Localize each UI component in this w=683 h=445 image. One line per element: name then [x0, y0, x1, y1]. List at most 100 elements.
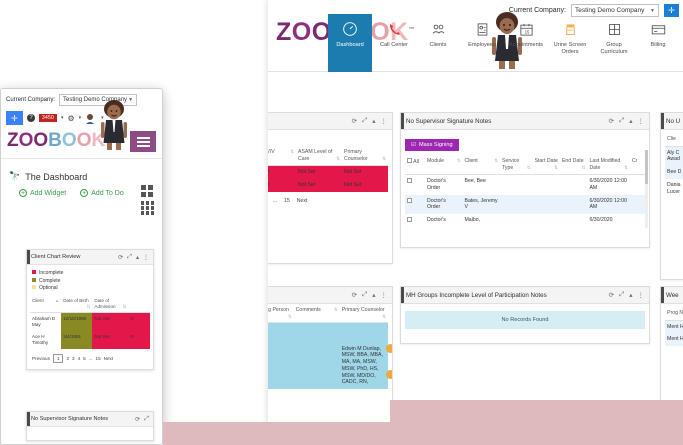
col-last-modified-date[interactable]: Last Modified Date ⇅: [587, 155, 630, 175]
expand-icon[interactable]: ⤢: [619, 117, 625, 124]
col-cr[interactable]: Cr: [629, 155, 645, 175]
more-icon[interactable]: ⋮: [380, 118, 388, 125]
add-icon-button[interactable]: ✛: [664, 4, 679, 17]
cell-checkbox[interactable]: [405, 214, 425, 228]
col-select-all[interactable]: All: [405, 155, 425, 175]
col-asam[interactable]: ASAM Level of Care ⇅: [296, 146, 342, 166]
pager-page[interactable]: 5: [83, 356, 86, 362]
avatar[interactable]: [85, 113, 97, 124]
row-checkbox[interactable]: [407, 178, 412, 183]
add-widget-button[interactable]: + Add Widget: [19, 189, 66, 197]
help-icon[interactable]: ?: [27, 114, 35, 122]
cell-client[interactable]: Aly C Awad: [665, 146, 683, 166]
more-icon[interactable]: ⋮: [637, 118, 645, 125]
col-start-date[interactable]: Start Date ⇅: [532, 155, 560, 175]
cell-client[interactable]: Dania Lucer: [667, 181, 681, 195]
refresh-icon[interactable]: ⟳: [351, 292, 358, 299]
pager-next[interactable]: Next: [103, 356, 114, 362]
more-icon[interactable]: ⋮: [380, 292, 388, 299]
col-client[interactable]: Clie: [665, 133, 683, 147]
select-all-checkbox[interactable]: [407, 158, 412, 163]
col-module[interactable]: Module ⇅: [424, 155, 463, 175]
table-row[interactable]: Doctor's Order Bee, Bee 6/30/2020 12:00 …: [405, 175, 645, 195]
pager-page[interactable]: 4: [77, 356, 81, 362]
col-date-of-birth[interactable]: Date of Birth ⇅: [61, 295, 93, 314]
col-program-note[interactable]: Prog Not: [665, 307, 683, 321]
more-icon[interactable]: ⋮: [143, 254, 149, 261]
cell-client[interactable]: Ace H Timothy: [32, 334, 49, 346]
cell-client[interactable]: Bee D: [665, 166, 683, 179]
gear-icon[interactable]: ⚙: [67, 113, 75, 123]
add-todo-button[interactable]: + Add To Do: [80, 189, 124, 197]
col-date-of-admission[interactable]: Date of Admission ⇅: [92, 295, 129, 314]
expand-icon[interactable]: ⤢: [144, 415, 149, 422]
nav-item-call-center[interactable]: Call Center: [372, 14, 416, 64]
cell-checkbox[interactable]: [405, 175, 425, 195]
nav-item-clients[interactable]: Clients: [416, 14, 460, 64]
refresh-icon[interactable]: ⟳: [351, 118, 358, 125]
row-checkbox[interactable]: [407, 197, 412, 203]
pager-page[interactable]: 15: [95, 356, 101, 362]
collapse-icon[interactable]: ▴: [629, 292, 633, 299]
cell-module[interactable]: Doctor's Order: [426, 178, 446, 191]
expand-icon[interactable]: ⤢: [362, 117, 368, 124]
nav-item-group-curriculum[interactable]: Group Curriculum: [592, 14, 636, 64]
table-row[interactable]: Ment Healt Partic Care: [665, 320, 683, 334]
table-row[interactable]: 12/15/1990 Not Set Not Set Not Set Not S…: [268, 165, 388, 179]
vertical-scrollbar[interactable]: [645, 150, 648, 228]
collapse-icon[interactable]: ▴: [372, 118, 376, 125]
cell-program[interactable]: Ment Healt Partic Care: [665, 320, 683, 334]
menu-toggle-button[interactable]: [130, 131, 156, 152]
table-row[interactable]: Aly C Awad: [665, 146, 683, 166]
nav-item-urine-screen-orders[interactable]: Urine Screen Orders: [548, 14, 592, 64]
refresh-icon[interactable]: ⟳: [608, 118, 615, 125]
row-checkbox[interactable]: [407, 217, 412, 222]
table-row[interactable]: 7/5/2020 - 7/11/2020: [268, 322, 388, 343]
chevron-down-icon[interactable]: ▾: [60, 115, 64, 121]
table-row[interactable]: Doctor's Maibo, 6/30/2020: [405, 214, 645, 228]
table-row[interactable]: Ace H Timothy 3/4/1991 Not Set N: [30, 331, 150, 350]
pager-page[interactable]: 2: [66, 356, 69, 362]
table-row[interactable]: Bee D: [665, 166, 683, 179]
pager-page[interactable]: 3: [72, 356, 75, 362]
chevron-down-icon[interactable]: ▾: [101, 115, 104, 121]
collapse-icon[interactable]: ▴: [372, 292, 376, 299]
chevron-down-icon[interactable]: ▾: [78, 115, 82, 121]
cell-client[interactable]: Abraham D May: [32, 316, 56, 328]
layout-2col-button[interactable]: [140, 185, 155, 197]
pager-previous[interactable]: Previous: [32, 356, 50, 362]
collapse-icon[interactable]: ▴: [135, 254, 139, 261]
expand-icon[interactable]: ⤢: [127, 253, 132, 260]
col-extra[interactable]: [128, 295, 150, 314]
refresh-icon[interactable]: ⟳: [135, 416, 141, 423]
col-end-date[interactable]: End Date ⇅: [559, 155, 588, 175]
refresh-icon[interactable]: ⟳: [608, 292, 615, 299]
table-row[interactable]: Doctor's Order Bates, Jeremy V 6/30/2020…: [405, 194, 645, 214]
refresh-icon[interactable]: ⟳: [118, 254, 124, 261]
nav-item-billing[interactable]: Billing: [636, 14, 680, 64]
pager-next[interactable]: Next: [296, 197, 308, 204]
cell-module[interactable]: Doctor's: [426, 217, 446, 223]
table-row[interactable]: Dania Lucer: [665, 179, 683, 199]
mass-signing-button[interactable]: ☑ Mass Signing: [405, 139, 459, 151]
table-row[interactable]: Ment Healt Partic: [665, 333, 683, 346]
nav-item-employees[interactable]: Employees: [460, 14, 504, 64]
col-dsm[interactable]: DSM IV/V⇅: [268, 146, 296, 166]
cell-program[interactable]: Ment Healt Partic: [665, 333, 683, 346]
col-comments[interactable]: Comments ⇅: [293, 304, 340, 324]
col-client[interactable]: Client ▲: [30, 295, 62, 314]
col-service-type[interactable]: Service Type ⇅: [499, 155, 533, 175]
nav-item-dashboard[interactable]: Dashboard: [328, 14, 372, 72]
cell-module[interactable]: Doctor's Order: [424, 194, 463, 214]
expand-icon[interactable]: ⤢: [619, 291, 625, 298]
col-referring-person[interactable]: Referring Person⇅: [268, 304, 294, 324]
more-icon[interactable]: ⋮: [637, 292, 645, 299]
pager-page[interactable]: 15: [283, 197, 290, 204]
col-primary-counselor[interactable]: Primary Counselor ⇅: [339, 304, 388, 324]
table-row[interactable]: 7/5/2020 - 7/11/2020 Edwin M Dunlap, MSW…: [268, 342, 388, 390]
notification-badge[interactable]: 3450: [39, 114, 57, 122]
table-row[interactable]: 3/4/1991 Not Set Not Set Not Set Not Set: [268, 178, 388, 192]
nav-item-appointments[interactable]: 15 Appointments: [504, 14, 548, 64]
col-primary-counselor[interactable]: Primary Counselor ⇅: [342, 146, 388, 166]
col-client[interactable]: Client ⇅: [462, 155, 500, 175]
